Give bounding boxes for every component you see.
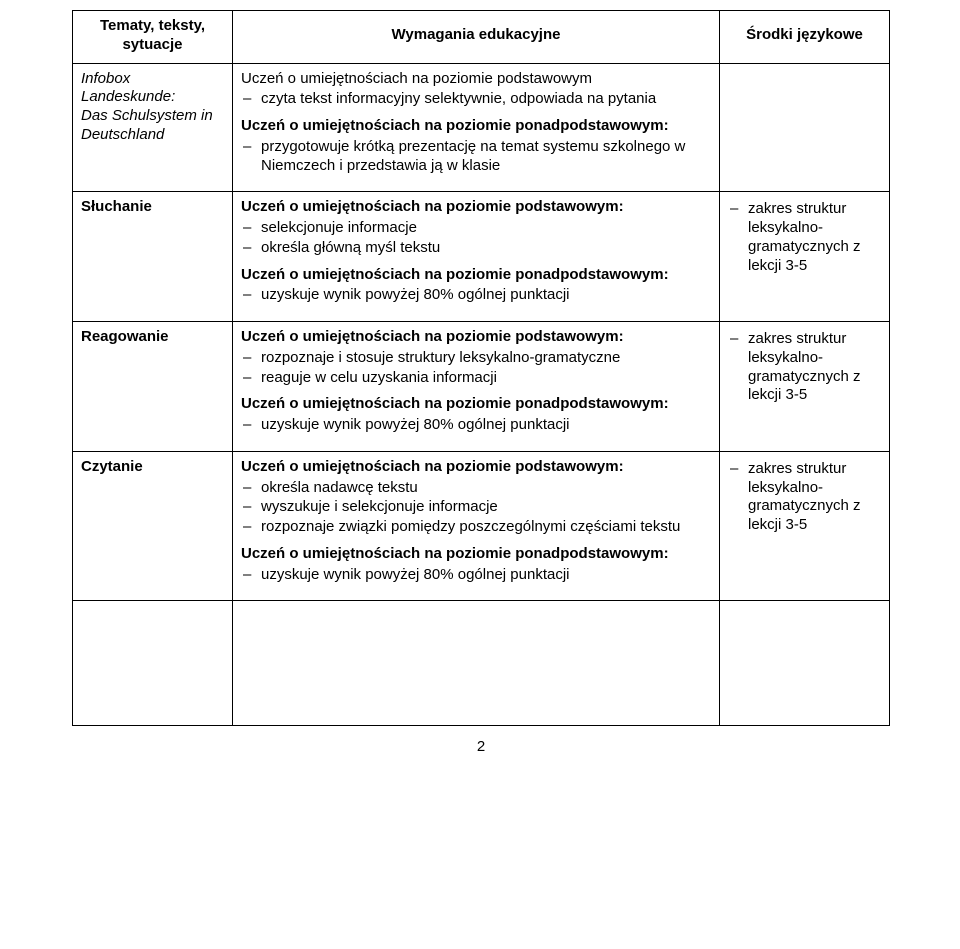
list-item: zakres struktur leksykalno-gramatycznych… <box>744 200 881 275</box>
header-col2: Wymagania edukacyjne <box>233 11 720 64</box>
title-line: Infobox Landeskunde: <box>81 70 175 106</box>
list-item: selekcjonuje informacje <box>257 219 711 238</box>
table-row: Słuchanie Uczeń o umiejętnościach na poz… <box>73 192 890 322</box>
req-block: Uczeń o umiejętnościach na poziomie pods… <box>241 70 711 110</box>
block-lead: Uczeń o umiejętnościach na poziomie pona… <box>241 266 711 285</box>
resources-cell: zakres struktur leksykalno-gramatycznych… <box>720 192 890 322</box>
req-block: Uczeń o umiejętnościach na poziomie pods… <box>241 198 711 257</box>
table-header-row: Tematy, teksty, sytuacje Wymagania eduka… <box>73 11 890 64</box>
row-title-cell: Infobox Landeskunde: Das Schulsystem in … <box>73 63 233 192</box>
block-lead: Uczeń o umiejętnościach na poziomie pona… <box>241 545 711 564</box>
title-line: Deutschland <box>81 126 164 143</box>
list-item: uzyskuje wynik powyżej 80% ogólnej punkt… <box>257 416 711 435</box>
list-item: reaguje w celu uzyskania informacji <box>257 369 711 388</box>
row-title: Słuchanie <box>81 198 224 217</box>
block-list: czyta tekst informacyjny selektywnie, od… <box>241 90 711 109</box>
list-item: określa nadawcę tekstu <box>257 479 711 498</box>
req-block: Uczeń o umiejętnościach na poziomie pona… <box>241 545 711 585</box>
block-list: selekcjonuje informacje określa główną m… <box>241 219 711 258</box>
table-row: Infobox Landeskunde: Das Schulsystem in … <box>73 63 890 192</box>
table-row: Czytanie Uczeń o umiejętnościach na pozi… <box>73 451 890 601</box>
req-block: Uczeń o umiejętnościach na poziomie pods… <box>241 328 711 387</box>
row-title-cell: Reagowanie <box>73 322 233 452</box>
req-block: Uczeń o umiejętnościach na poziomie pona… <box>241 117 711 175</box>
list-item: przygotowuje krótką prezentację na temat… <box>257 138 711 176</box>
list-item: określa główną myśl tekstu <box>257 239 711 258</box>
row-title: Czytanie <box>81 458 224 477</box>
block-lead: Uczeń o umiejętnościach na poziomie pods… <box>241 328 711 347</box>
row-title-cell: Słuchanie <box>73 192 233 322</box>
requirements-cell: Uczeń o umiejętnościach na poziomie pods… <box>233 192 720 322</box>
row-title-cell: Czytanie <box>73 451 233 601</box>
title-line: Słuchanie <box>81 198 152 215</box>
resources-list: zakres struktur leksykalno-gramatycznych… <box>728 330 881 405</box>
block-list: uzyskuje wynik powyżej 80% ogólnej punkt… <box>241 566 711 585</box>
list-item: rozpoznaje i stosuje struktury leksykaln… <box>257 349 711 368</box>
page-number: 2 <box>72 738 890 755</box>
list-item: czyta tekst informacyjny selektywnie, od… <box>257 90 711 109</box>
header-col1: Tematy, teksty, sytuacje <box>73 11 233 64</box>
block-lead: Uczeń o umiejętnościach na poziomie pona… <box>241 395 711 414</box>
requirements-cell: Uczeń o umiejętnościach na poziomie pods… <box>233 63 720 192</box>
table-row-empty <box>73 601 890 726</box>
resources-cell: zakres struktur leksykalno-gramatycznych… <box>720 322 890 452</box>
req-block: Uczeń o umiejętnościach na poziomie pona… <box>241 395 711 435</box>
requirements-cell: Uczeń o umiejętnościach na poziomie pods… <box>233 451 720 601</box>
title-line: Das Schulsystem in <box>81 107 213 124</box>
title-line: Czytanie <box>81 458 143 475</box>
empty-cell <box>720 601 890 726</box>
block-list: rozpoznaje i stosuje struktury leksykaln… <box>241 349 711 388</box>
row-title: Reagowanie <box>81 328 224 347</box>
page: Tematy, teksty, sytuacje Wymagania eduka… <box>0 0 960 755</box>
list-item: uzyskuje wynik powyżej 80% ogólnej punkt… <box>257 286 711 305</box>
block-list: przygotowuje krótką prezentację na temat… <box>241 138 711 176</box>
block-list: uzyskuje wynik powyżej 80% ogólnej punkt… <box>241 286 711 305</box>
list-item: wyszukuje i selekcjonuje informacje <box>257 498 711 517</box>
req-block: Uczeń o umiejętnościach na poziomie pods… <box>241 458 711 537</box>
title-line: Reagowanie <box>81 328 169 345</box>
block-list: określa nadawcę tekstu wyszukuje i selek… <box>241 479 711 537</box>
block-lead: Uczeń o umiejętnościach na poziomie pods… <box>241 198 711 217</box>
block-list: uzyskuje wynik powyżej 80% ogólnej punkt… <box>241 416 711 435</box>
req-block: Uczeń o umiejętnościach na poziomie pona… <box>241 266 711 306</box>
resources-list: zakres struktur leksykalno-gramatycznych… <box>728 200 881 275</box>
row-title: Infobox Landeskunde: Das Schulsystem in … <box>81 70 224 145</box>
block-lead: Uczeń o umiejętnościach na poziomie pona… <box>241 117 711 136</box>
resources-cell <box>720 63 890 192</box>
resources-list: zakres struktur leksykalno-gramatycznych… <box>728 460 881 535</box>
block-lead: Uczeń o umiejętnościach na poziomie pods… <box>241 70 711 89</box>
requirements-cell: Uczeń o umiejętnościach na poziomie pods… <box>233 322 720 452</box>
resources-cell: zakres struktur leksykalno-gramatycznych… <box>720 451 890 601</box>
table-row: Reagowanie Uczeń o umiejętnościach na po… <box>73 322 890 452</box>
list-item: zakres struktur leksykalno-gramatycznych… <box>744 460 881 535</box>
list-item: zakres struktur leksykalno-gramatycznych… <box>744 330 881 405</box>
list-item: rozpoznaje związki pomiędzy poszczególny… <box>257 518 711 537</box>
empty-cell <box>73 601 233 726</box>
block-lead: Uczeń o umiejętnościach na poziomie pods… <box>241 458 711 477</box>
list-item: uzyskuje wynik powyżej 80% ogólnej punkt… <box>257 566 711 585</box>
edu-table: Tematy, teksty, sytuacje Wymagania eduka… <box>72 10 890 726</box>
empty-cell <box>233 601 720 726</box>
header-col3: Środki językowe <box>720 11 890 64</box>
